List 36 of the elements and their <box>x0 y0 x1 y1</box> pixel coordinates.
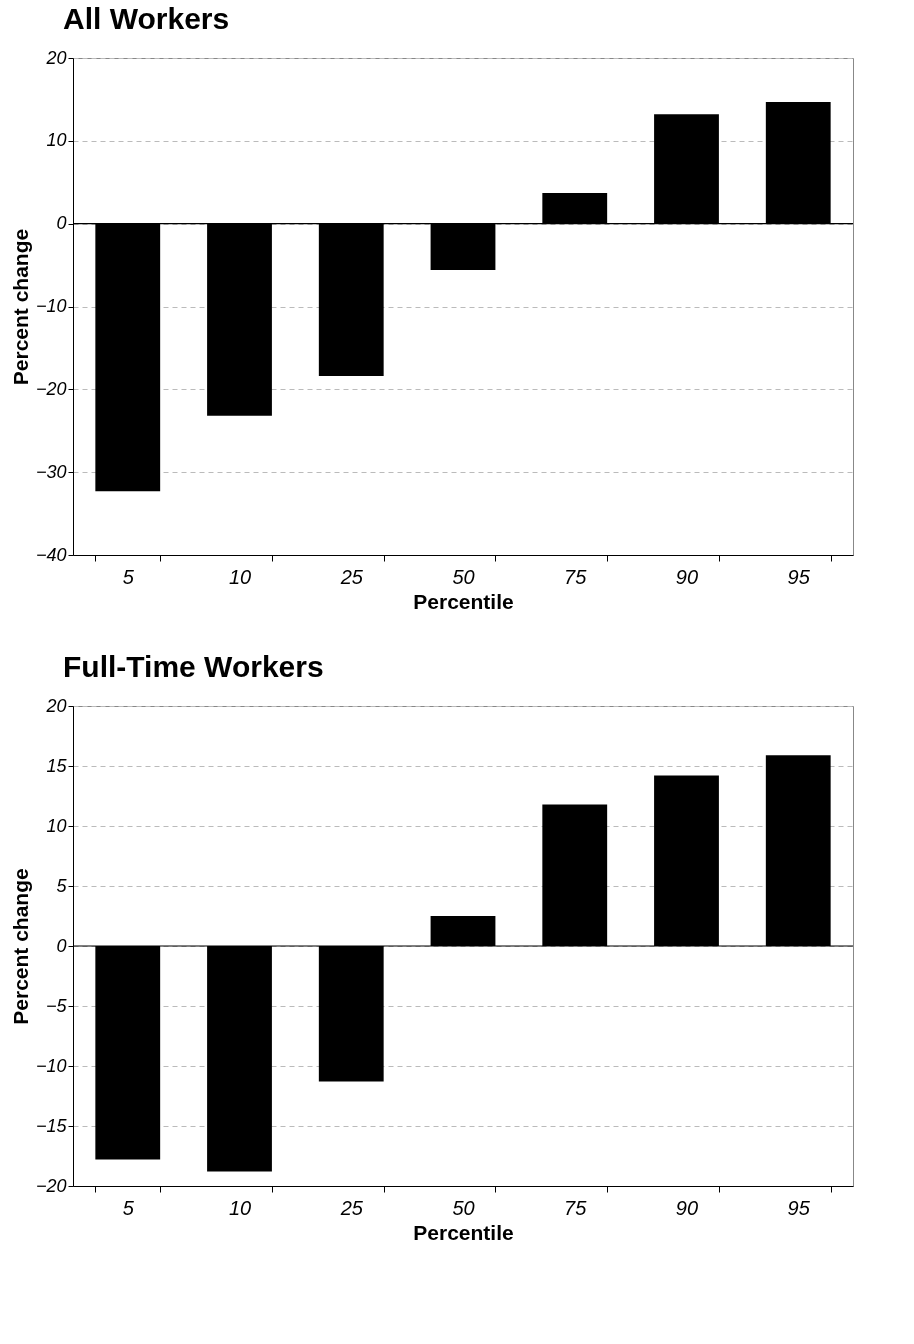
x-tick-label: 10 <box>228 1196 252 1219</box>
y-tick-label: −5 <box>45 995 68 1016</box>
x-tick-label: 50 <box>452 1196 475 1219</box>
y-tick-label: −10 <box>35 296 67 316</box>
x-tick-label: 25 <box>339 565 364 588</box>
chart-title: Full-Time Workers <box>63 650 324 683</box>
y-tick-label: −20 <box>35 378 67 399</box>
x-tick-label: 95 <box>787 1196 811 1219</box>
x-axis-title: Percentile <box>413 1220 514 1244</box>
x-tick-label: 50 <box>452 565 475 588</box>
x-tick-label: 90 <box>675 565 699 588</box>
x-tick-label: 5 <box>122 565 135 588</box>
x-tick-label: 25 <box>339 1196 364 1219</box>
y-tick-label: −30 <box>35 461 67 482</box>
x-tick-label: 5 <box>122 1196 135 1219</box>
y-tick-label: 0 <box>56 935 67 956</box>
y-tick-label: 5 <box>56 875 68 896</box>
y-axis-title: Percent change <box>8 868 32 1025</box>
y-tick-label: −20 <box>35 1175 67 1196</box>
x-tick-label: 90 <box>675 1196 699 1219</box>
y-tick-label: 0 <box>56 213 67 234</box>
x-tick-label: 95 <box>787 565 811 588</box>
chart-title: All Workers <box>63 2 230 35</box>
y-tick-label: −15 <box>35 1115 68 1136</box>
y-tick-label: 10 <box>46 815 67 836</box>
y-tick-label: −40 <box>35 544 67 565</box>
x-tick-label: 75 <box>564 1196 588 1219</box>
x-axis-title: Percentile <box>413 589 514 613</box>
x-tick-label: 10 <box>228 565 252 588</box>
y-tick-label: 10 <box>46 130 67 151</box>
y-tick-label: −10 <box>35 1055 67 1076</box>
y-tick-label: 20 <box>45 47 67 68</box>
y-axis-title: Percent change <box>8 228 32 386</box>
y-tick-label: 20 <box>45 695 67 716</box>
x-tick-label: 75 <box>564 565 588 588</box>
y-tick-label: 15 <box>46 755 68 776</box>
